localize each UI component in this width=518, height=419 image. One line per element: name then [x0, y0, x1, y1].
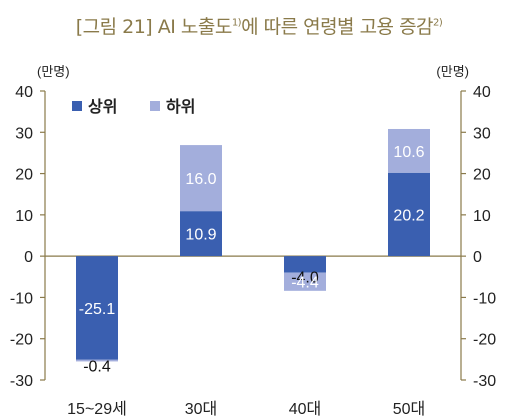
bar-upper — [284, 256, 326, 273]
x-tick-label: 30대 — [185, 400, 218, 418]
y-tick-label-right: 40 — [473, 84, 491, 101]
x-tick-label: 15~29세 — [67, 400, 127, 418]
legend-label: 하위 — [166, 98, 195, 116]
x-tick-label: 50대 — [393, 400, 426, 418]
legend-swatch — [72, 101, 82, 111]
y-tick-label-right: 10 — [473, 208, 491, 225]
y-tick-label-right: -20 — [473, 332, 496, 349]
y-tick-label-right: -10 — [473, 290, 496, 307]
bar-upper — [388, 172, 430, 257]
y-tick-label-left: -10 — [10, 290, 33, 307]
data-label: 10.9 — [185, 227, 216, 244]
bar-upper — [76, 256, 118, 360]
bar-lower — [284, 272, 326, 291]
y-tick-label-right: 0 — [473, 249, 482, 266]
y-axis-unit-right: (만명) — [436, 64, 469, 79]
bar-lower — [388, 128, 430, 173]
y-tick-label-left: 10 — [15, 208, 33, 225]
bar-upper — [180, 211, 222, 257]
data-label: 10.6 — [393, 144, 424, 161]
title-footnote-2: 2) — [433, 17, 443, 29]
chart-title: [그림 21] AI 노출도1)에 따른 연령별 고용 증감2) — [0, 12, 518, 39]
y-tick-label-right: -30 — [473, 373, 496, 390]
title-footnote-1: 1) — [231, 17, 242, 29]
bar-lower — [76, 359, 118, 362]
title-prefix: [그림 21] AI 노출도 — [75, 16, 233, 38]
data-label: -4.4 — [291, 275, 319, 292]
y-tick-label-left: -20 — [10, 332, 33, 349]
data-label: -4.0 — [291, 270, 319, 287]
data-label: -0.4 — [83, 358, 111, 375]
legend-label: 상위 — [88, 98, 117, 116]
y-tick-label-left: 30 — [15, 125, 33, 142]
x-tick-label: 40대 — [289, 400, 322, 418]
y-tick-label-right: 20 — [473, 167, 491, 184]
data-label: 20.2 — [393, 207, 424, 224]
y-tick-label-left: 0 — [24, 249, 33, 266]
data-label: 16.0 — [185, 171, 216, 188]
bar-lower — [180, 145, 222, 212]
y-tick-label-right: 30 — [473, 125, 491, 142]
legend-swatch — [150, 101, 160, 111]
y-tick-label-left: 20 — [15, 167, 33, 184]
y-tick-label-left: 40 — [15, 84, 33, 101]
data-label: -25.1 — [79, 301, 116, 318]
y-axis-unit-left: (만명) — [37, 64, 70, 79]
y-tick-label-left: -30 — [10, 373, 33, 390]
title-middle: 에 따른 연령별 고용 증감 — [241, 16, 434, 38]
